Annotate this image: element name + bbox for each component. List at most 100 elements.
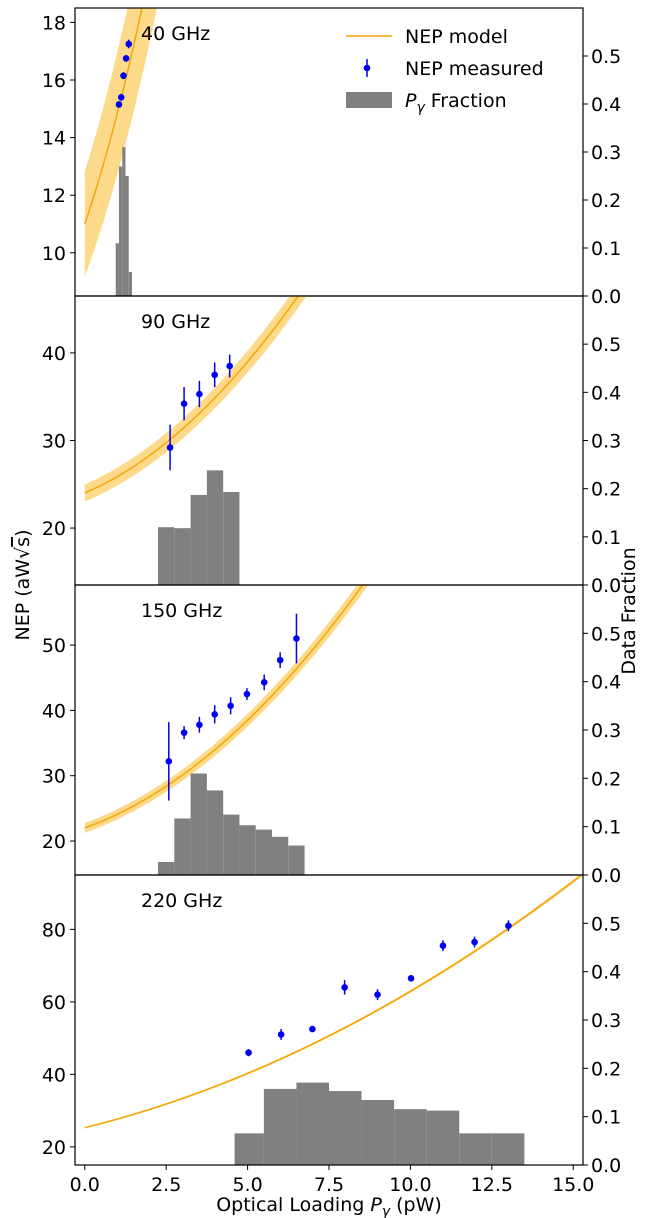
y-tick-label-left: 30 [42,431,66,453]
y-tick-label-right: 0.5 [591,334,621,356]
legend-fraction-symbol: P [405,90,417,112]
legend-measured-marker [363,64,371,72]
y-tick-label-right: 0.1 [591,1107,621,1129]
measured-point [166,444,174,451]
y-tick-label-left: 12 [42,185,66,207]
measured-point [180,729,188,736]
histogram-bar [223,492,240,585]
panel-frame [74,295,584,586]
measured-point [165,758,173,765]
y-tick-label-left: 60 [42,992,66,1014]
y-axis-left-prefix: NEP (aW [12,559,34,641]
histogram-bar [239,825,256,875]
y-axis-left-radical: √ [12,546,34,559]
y-tick-label-right: 0.4 [591,962,621,984]
model-band [84,296,307,502]
histogram-bar [263,1088,297,1165]
x-tick-label: 10.0 [389,1174,431,1196]
y-tick-label-left: 40 [42,343,66,365]
measured-point [211,371,218,379]
measured-point [227,702,234,710]
y-axis-left-radicand: s [12,537,34,547]
y-tick-label-left: 40 [42,700,66,722]
panel-0: 10 12 14 16 18 0.0 0.1 0.2 0.3 0.4 0.5 40 GHz [42,7,621,308]
panel-frame [74,7,584,297]
measured-point [211,711,218,718]
histogram-bar [174,528,191,585]
panel-label: 150 GHz [141,600,222,622]
y-tick-label-right: 0.4 [591,382,621,404]
x-tick-label: 0.0 [70,1174,100,1196]
y-tick-label-right: 0.5 [591,623,621,645]
histogram-bar [288,845,305,875]
y-tick-label-left: 50 [42,635,66,657]
model-line [84,875,583,1129]
histogram-bar [158,527,175,585]
y-tick-label-right: 0.1 [591,238,621,260]
measured-point [374,991,381,998]
measured-point [245,1049,252,1056]
panel-label: 220 GHz [141,890,222,912]
panel-plot-area [84,585,369,875]
panels-layer: 10 12 14 16 18 0.0 0.1 0.2 0.3 0.4 0.5 40 GHz 20 30 40… [42,7,621,1196]
panel-3: 20 40 60 80 0.0 0.1 0.2 0.3 0.4 0.5 0.0 2.5 5.0 7.5 10… [42,874,621,1196]
panel-plot-area [84,875,583,1165]
y-tick-label-left: 16 [42,70,66,92]
measured-point [276,656,284,664]
x-tick-label: 2.5 [151,1174,181,1196]
y-tick-label-right: 0.2 [591,768,621,790]
y-tick-label-right: 0.3 [591,142,621,164]
histogram-bar [234,1133,264,1165]
measured-point [120,72,127,79]
measured-point [309,1025,316,1033]
y-tick-label-right: 0.2 [591,1058,621,1080]
measured-point [196,390,203,398]
y-tick-label-right: 0.3 [591,1010,621,1032]
legend-model-label: NEP model [405,26,508,48]
histogram-bar [491,1133,525,1165]
measured-point [293,635,300,642]
panel-2: 20 30 40 50 0.0 0.1 0.2 0.3 0.4 0.5 150 GHz [42,584,621,887]
histogram-bar [459,1133,492,1165]
y-tick-label-left: 18 [42,12,66,34]
x-tick-label: 5.0 [232,1174,262,1196]
y-tick-label-right: 0.0 [591,286,621,308]
histogram-bar [394,1109,427,1165]
measured-point [125,40,133,48]
x-axis-title: Optical Loading Pγ (pW) [216,1194,442,1218]
y-axis-right-title: Data Fraction [618,547,640,674]
histogram-bar [125,176,129,296]
y-tick-label-right: 0.5 [591,46,621,68]
measured-point [439,942,447,949]
measured-point [196,721,203,729]
measured-point [180,400,188,408]
legend: NEP model NEP measured Pγ Fraction [346,26,544,116]
histogram-bar [190,494,207,585]
y-tick-label-right: 0.3 [591,720,621,742]
measured-point [341,984,348,991]
y-tick-label-left: 20 [42,518,66,540]
histogram-bar [118,166,123,296]
x-axis-title-text: Optical Loading [216,1194,364,1216]
y-tick-label-left: 10 [42,243,66,265]
histogram-bar [174,818,191,875]
y-tick-label-right: 0.5 [591,913,621,935]
histogram-bar [255,829,273,875]
y-tick-label-right: 0.0 [591,575,621,597]
y-tick-label-right: 0.4 [591,94,621,116]
y-tick-label-right: 0.0 [591,865,621,887]
y-tick-label-left: 80 [42,919,66,941]
panel-plot-area [84,8,157,296]
y-tick-label-right: 0.1 [591,817,621,839]
x-tick-label: 12.5 [471,1174,513,1196]
histogram-bar [296,1082,329,1165]
x-axis-title-subscript: γ [382,1204,391,1218]
histogram-bar [206,790,224,875]
panel-label: 90 GHz [141,311,210,333]
y-tick-label-right: 0.1 [591,527,621,549]
model-band [84,8,157,277]
histogram-bar [158,861,175,875]
legend-fraction-text: Fraction [431,90,507,112]
panel-plot-area [84,296,307,585]
